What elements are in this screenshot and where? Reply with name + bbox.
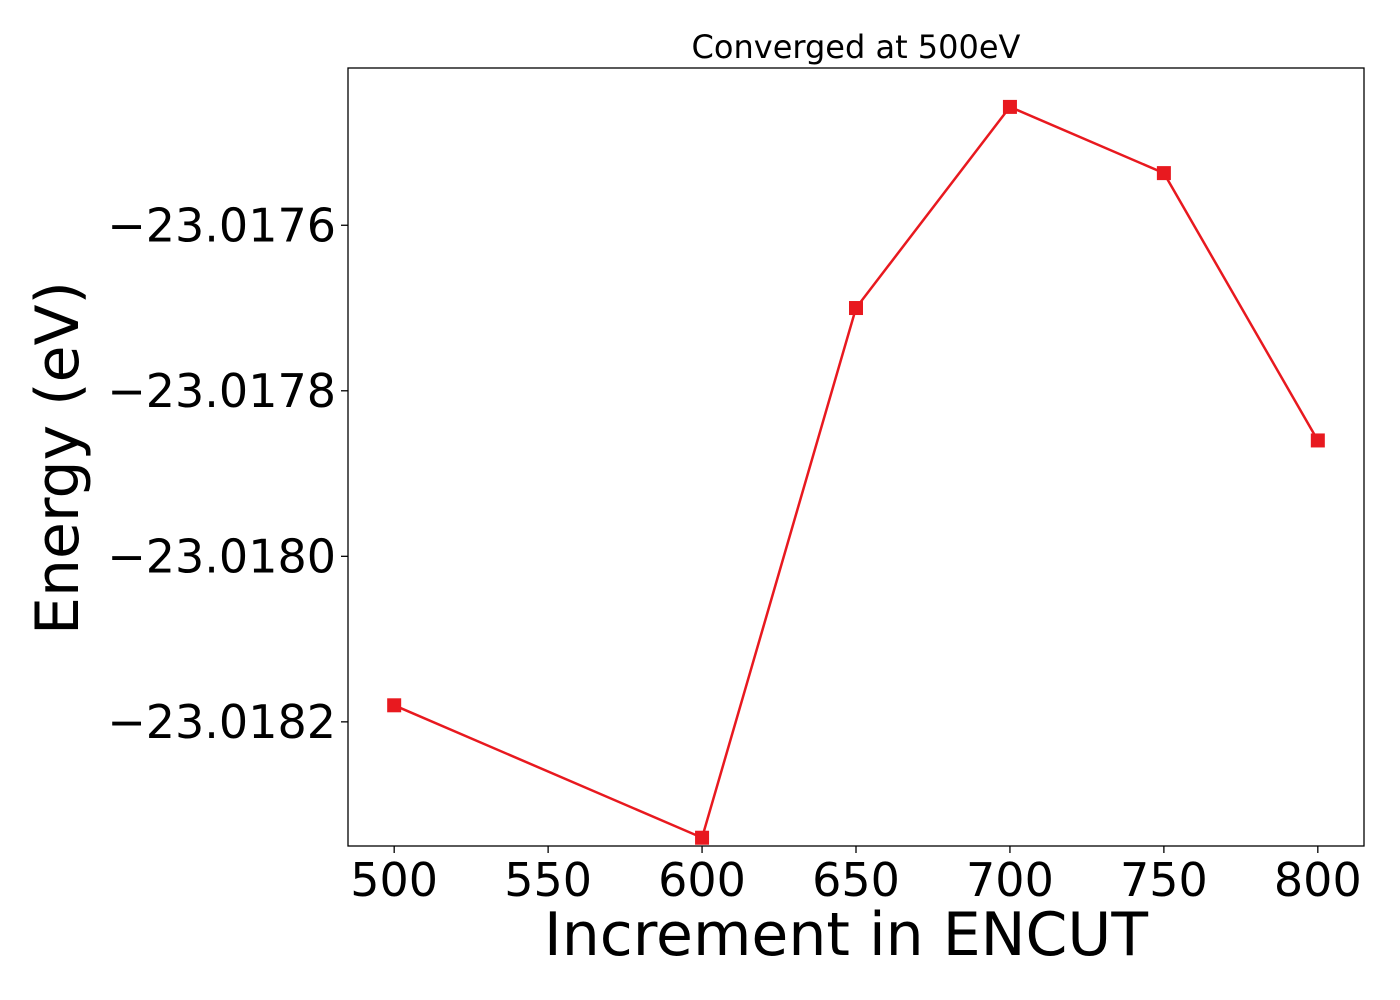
data-point xyxy=(1156,166,1171,181)
y-tick-label: −23.0180 xyxy=(107,529,336,583)
chart-title: Converged at 500eV xyxy=(692,28,1021,66)
x-tick-label: 800 xyxy=(1274,853,1362,907)
y-tick-label: −23.0182 xyxy=(107,695,336,749)
plot-area xyxy=(387,99,1325,845)
y-tick-label: −23.0176 xyxy=(107,198,336,252)
data-point xyxy=(1310,433,1325,448)
series-line xyxy=(393,105,1319,840)
x-axis-label: Increment in ENCUT xyxy=(544,900,1148,970)
x-tick-label: 550 xyxy=(504,853,592,907)
y-tick-label: −23.0178 xyxy=(107,364,336,418)
x-axis-ticks: 500 550 600 650 700 750 800 xyxy=(350,846,1362,907)
y-axis-label: Energy (eV) xyxy=(23,281,93,635)
plot-frame xyxy=(347,67,1365,847)
x-tick-label: 650 xyxy=(812,853,900,907)
x-tick-label: 600 xyxy=(658,853,746,907)
x-tick-label: 700 xyxy=(966,853,1054,907)
x-tick-label: 750 xyxy=(1120,853,1208,907)
data-point xyxy=(849,301,863,316)
y-axis-ticks: −23.0182 −23.0180 −23.0178 −23.0176 xyxy=(107,198,348,749)
x-tick-label: 500 xyxy=(350,853,438,907)
data-point xyxy=(1002,99,1017,114)
data-point xyxy=(387,698,402,713)
data-point xyxy=(695,830,710,845)
